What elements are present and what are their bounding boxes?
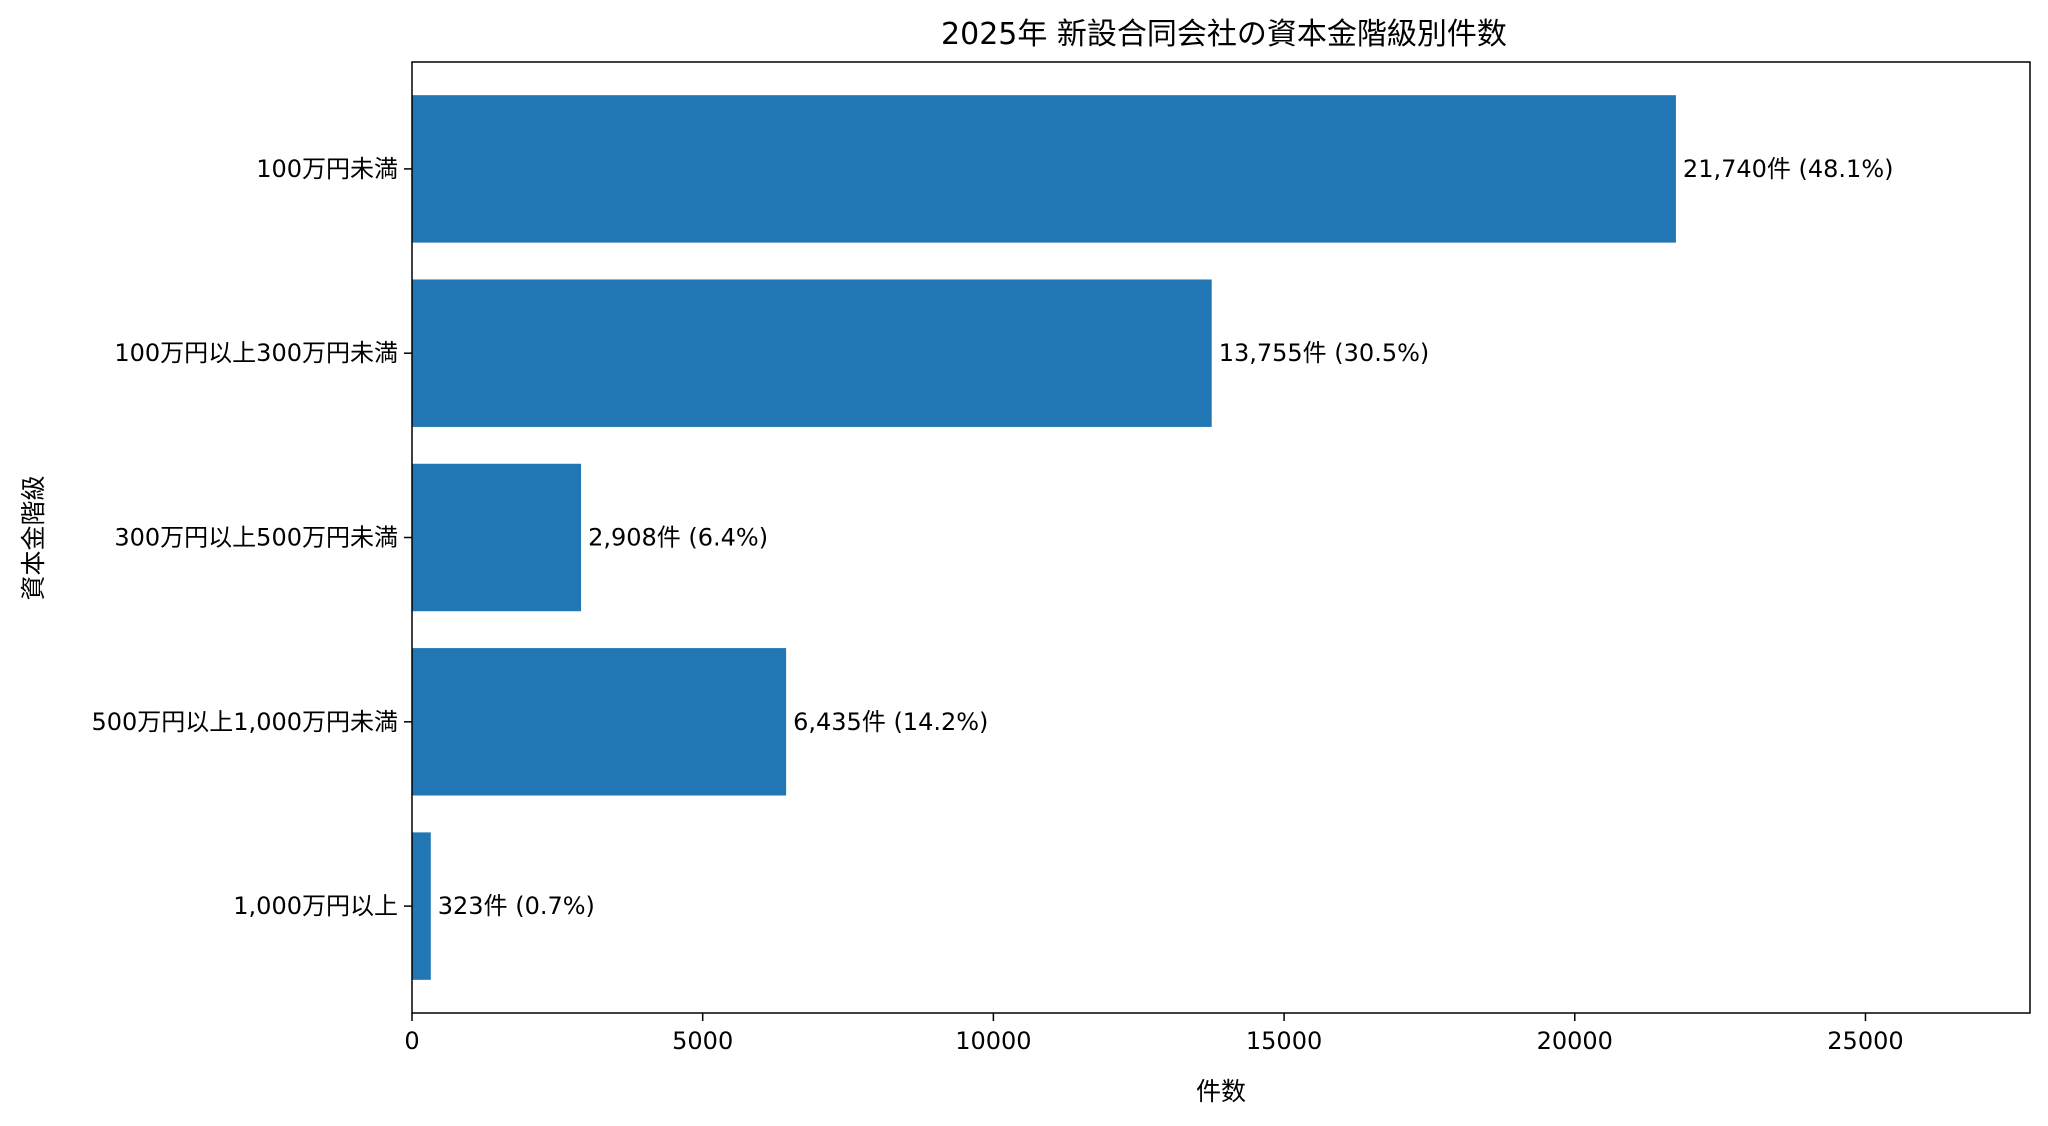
- bar-2: [412, 463, 582, 612]
- bar-0: [412, 95, 1676, 243]
- x-tick-label-5: 25000: [1827, 1027, 1903, 1055]
- data-label-0: 21,740件 (48.1%): [1683, 155, 1894, 183]
- bar-1: [412, 279, 1212, 427]
- data-label-1: 13,755件 (30.5%): [1219, 339, 1430, 367]
- data-labels-layer: 21,740件 (48.1%) 13,755件 (30.5%) 2,908件 (6.…: [438, 155, 1894, 920]
- bar-4: [412, 832, 431, 980]
- data-label-3: 6,435件 (14.2%): [793, 708, 988, 736]
- x-tick-label-4: 20000: [1537, 1027, 1613, 1055]
- x-axis-ticks: 0 5000 10000 15000 20000 25000: [404, 1013, 1904, 1055]
- y-tick-label-4: 1,000万円以上: [233, 892, 398, 920]
- x-axis-label: 件数: [1196, 1077, 1246, 1106]
- bar-3: [412, 648, 787, 796]
- y-tick-label-0: 100万円未満: [256, 155, 398, 183]
- y-tick-label-3: 500万円以上1,000万円未満: [91, 708, 398, 736]
- bars-layer: [412, 95, 1676, 980]
- x-tick-label-1: 5000: [672, 1027, 733, 1055]
- x-tick-label-3: 15000: [1246, 1027, 1322, 1055]
- x-tick-label-2: 10000: [955, 1027, 1031, 1055]
- y-axis-label: 資本金階級: [19, 475, 48, 600]
- x-tick-label-0: 0: [404, 1027, 419, 1055]
- y-axis-ticks: 100万円未満 100万円以上300万円未満 300万円以上500万円未満 500万円…: [91, 155, 412, 920]
- plot-area-frame: [411, 61, 2031, 1014]
- data-label-4: 323件 (0.7%): [438, 892, 595, 920]
- data-label-2: 2,908件 (6.4%): [588, 524, 768, 552]
- y-tick-label-2: 300万円以上500万円未満: [114, 524, 398, 552]
- chart-title: 2025年 新設合同会社の資本金階級別件数: [941, 17, 1507, 52]
- y-tick-label-1: 100万円以上300万円未満: [114, 339, 398, 367]
